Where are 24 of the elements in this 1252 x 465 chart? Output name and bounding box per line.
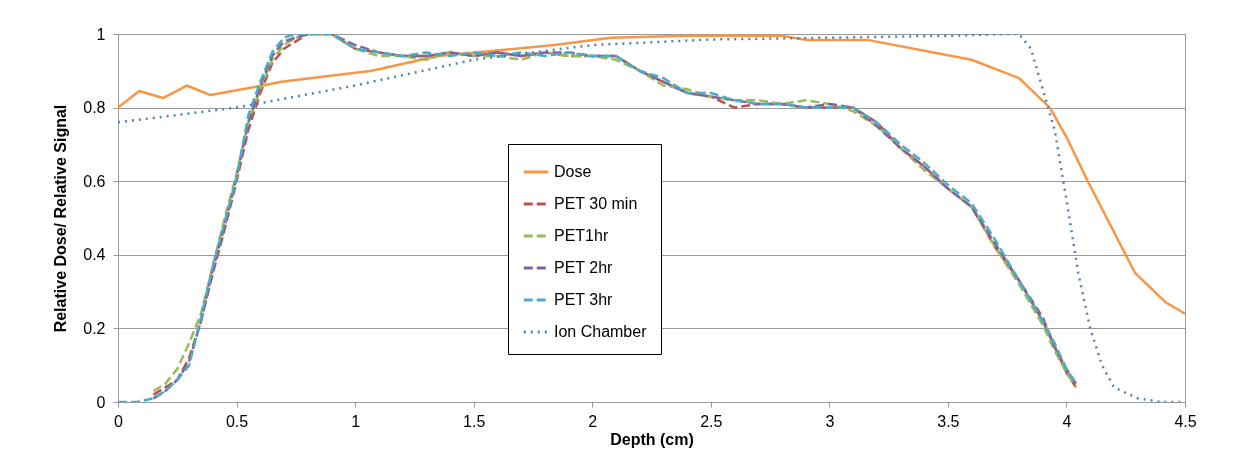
y-tick-label: 0.8 xyxy=(83,99,106,117)
y-axis-title: Relative Dose/ Relative Signal xyxy=(52,104,70,333)
x-tick-label: 0 xyxy=(114,412,124,430)
x-tick-label: 4 xyxy=(1062,412,1072,430)
x-tick-label: 3.5 xyxy=(937,412,960,430)
x-tick-label: 3 xyxy=(825,412,835,430)
legend-label: PET 30 min xyxy=(554,195,638,212)
x-tick-label: 0.5 xyxy=(225,412,249,430)
legend-label: Ion Chamber xyxy=(554,323,648,340)
x-tick-label: 2 xyxy=(588,412,598,430)
y-tick-label: 0.6 xyxy=(83,172,106,190)
y-tick-label: 0 xyxy=(96,393,106,411)
legend-label: PET 2hr xyxy=(554,259,614,276)
x-axis-title: Depth (cm) xyxy=(610,430,694,448)
legend-label: PET 3hr xyxy=(554,291,614,308)
y-tick-label: 1 xyxy=(96,25,106,43)
legend-label: PET1hr xyxy=(554,227,609,244)
y-tick-label: 0.4 xyxy=(83,246,106,264)
x-tick-label: 2.5 xyxy=(700,412,723,430)
y-tick-label: 0.2 xyxy=(83,319,106,337)
x-tick-label: 1 xyxy=(351,412,361,430)
x-tick-label: 1.5 xyxy=(463,412,486,430)
legend-label: Dose xyxy=(554,163,592,180)
x-tick-label: 4.5 xyxy=(1174,412,1197,430)
